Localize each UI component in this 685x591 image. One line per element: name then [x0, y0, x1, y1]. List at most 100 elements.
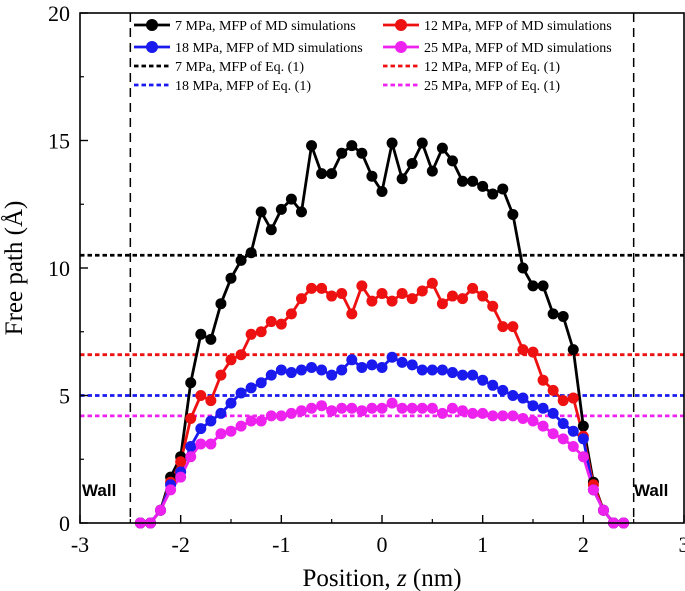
- series-2-point-14: [275, 364, 287, 376]
- series-1-point-6: [195, 390, 207, 401]
- series-1-point-23: [366, 295, 378, 307]
- series-2-point-28: [416, 364, 428, 376]
- series-2-point-43: [567, 425, 579, 437]
- series-0-point-43: [567, 344, 579, 356]
- series-0-point-22: [356, 147, 368, 159]
- series-lines: [140, 141, 624, 525]
- series-0-point-12: [255, 206, 267, 218]
- series-1-point-25: [386, 295, 398, 307]
- series-2-point-16: [295, 364, 307, 376]
- series-1-point-22: [356, 280, 368, 292]
- series-3-point-21: [346, 402, 358, 414]
- series-3-point-22: [356, 405, 368, 417]
- series-3-point-10: [235, 420, 247, 432]
- series-0-point-11: [245, 247, 257, 259]
- series-0-point-34: [477, 180, 489, 192]
- series-0-point-21: [346, 140, 358, 152]
- reference-lines: [80, 253, 684, 418]
- legend-ref-label-1: 12 MPa, MFP of Eq. (1): [424, 60, 560, 75]
- series-2-point-7: [205, 415, 217, 427]
- series-1-point-5: [185, 412, 197, 424]
- series-0-point-8: [215, 298, 227, 310]
- series-0-point-38: [517, 262, 529, 274]
- series-0-point-33: [467, 175, 479, 187]
- series-1-point-36: [497, 321, 509, 333]
- series-1-point-30: [436, 298, 448, 310]
- series-2-point-26: [396, 356, 408, 368]
- y-tick-label-4: 20: [48, 1, 70, 26]
- x-tick-label-0: -3: [71, 532, 89, 557]
- series-2-point-44: [577, 433, 589, 445]
- series-0-point-32: [457, 175, 469, 187]
- legend-ref-label-0: 7 MPa, MFP of Eq. (1): [175, 60, 304, 75]
- series-1-point-13: [265, 316, 277, 328]
- series-3-point-17: [306, 402, 318, 414]
- series-3-point-20: [336, 402, 348, 414]
- series-0-point-39: [527, 280, 539, 292]
- series-1-point-29: [426, 277, 438, 289]
- series-3-point-6: [195, 438, 207, 450]
- y-tick-label-3: 15: [48, 129, 70, 154]
- series-1-point-27: [406, 293, 418, 305]
- series-0-point-37: [507, 208, 519, 220]
- series-3-point-25: [386, 397, 398, 409]
- series-2-point-21: [346, 354, 358, 366]
- series-0-point-15: [285, 193, 297, 205]
- series-2-point-5: [185, 441, 197, 452]
- series-1-point-34: [477, 290, 489, 302]
- series-2-point-41: [547, 407, 559, 419]
- series-1-point-16: [295, 293, 307, 305]
- series-3-point-7: [205, 438, 217, 450]
- series-2-point-22: [356, 361, 368, 373]
- series-3-point-44: [577, 451, 589, 463]
- series-3-point-41: [547, 428, 559, 440]
- legend-label-0: 7 MPa, MFP of MD simulations: [175, 19, 356, 34]
- series-0-point-27: [406, 157, 418, 169]
- series-3-point-37: [507, 410, 519, 422]
- series-1-point-7: [205, 395, 217, 407]
- x-axis-label-variable: z: [396, 565, 407, 591]
- wall-label-right: Wall: [634, 481, 668, 500]
- wall-lines: [129, 13, 635, 523]
- series-1-point-4: [175, 456, 187, 468]
- series-2-point-9: [225, 397, 237, 409]
- series-2-point-11: [245, 382, 257, 394]
- series-0-point-31: [446, 155, 458, 167]
- x-tick-label-3: 0: [377, 532, 388, 557]
- series-3-point-9: [225, 425, 237, 437]
- series-3-point-3: [165, 484, 177, 496]
- x-tick-label-1: -2: [172, 532, 190, 557]
- series-1-point-11: [245, 328, 257, 340]
- series-2-point-23: [366, 359, 378, 371]
- wall-label-left: Wall: [82, 481, 116, 500]
- series-2-point-27: [406, 359, 418, 371]
- legend-ref-label-3: 25 MPa, MFP of Eq. (1): [424, 79, 560, 94]
- series-1-point-42: [557, 395, 569, 407]
- x-tick-label-4: 1: [477, 532, 488, 557]
- series-0-point-10: [235, 254, 247, 266]
- series-1-point-26: [396, 288, 408, 299]
- series-3-point-27: [406, 402, 418, 414]
- series-3-point-40: [537, 420, 549, 432]
- series-2-point-24: [376, 361, 388, 373]
- series-3-point-29: [426, 402, 438, 414]
- legend-ref-label-2: 18 MPa, MFP of Eq. (1): [175, 79, 311, 94]
- series-1-point-20: [336, 288, 348, 299]
- series-3-point-11: [245, 415, 257, 427]
- series-3-point-32: [457, 405, 469, 417]
- series-0-point-19: [326, 168, 338, 180]
- series-2-point-35: [487, 379, 499, 391]
- series-0-point-40: [537, 280, 549, 292]
- series-1-point-17: [306, 282, 318, 294]
- series-1-point-35: [487, 300, 499, 312]
- series-0-point-35: [487, 188, 499, 200]
- series-3-point-31: [446, 402, 458, 414]
- series-3-point-38: [517, 412, 529, 424]
- x-tick-label-5: 2: [578, 532, 589, 557]
- legend: 7 MPa, MFP of MD simulations 12 MPa, MFP …: [134, 19, 612, 94]
- series-2-point-37: [507, 390, 519, 401]
- series-3-point-18: [316, 400, 328, 412]
- series-3-point-13: [265, 410, 277, 422]
- series-2-point-8: [215, 407, 227, 419]
